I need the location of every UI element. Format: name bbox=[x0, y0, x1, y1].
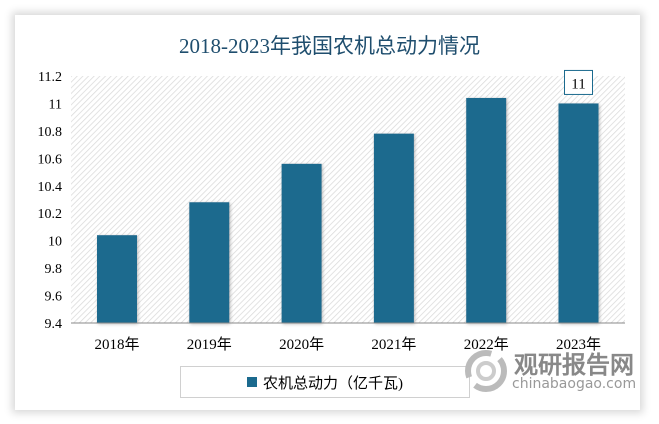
legend-label: 农机总动力（亿千瓦) bbox=[263, 375, 403, 392]
y-tick-label: 10.2 bbox=[38, 207, 63, 222]
y-tick-label: 9.8 bbox=[45, 262, 63, 277]
watermark-cn: 观研报告网 bbox=[514, 351, 634, 379]
y-tick-label: 10.4 bbox=[38, 180, 63, 195]
bar bbox=[466, 97, 507, 323]
x-tick-label: 2018年 bbox=[94, 336, 139, 353]
y-tick-label: 9.6 bbox=[45, 290, 63, 305]
bar bbox=[189, 202, 230, 323]
x-tick-label: 2021年 bbox=[371, 336, 416, 353]
watermark: 观研报告网 chinabaogao.com bbox=[462, 345, 642, 395]
watermark-logo-icon bbox=[465, 350, 507, 392]
bar bbox=[97, 235, 137, 323]
plot-area bbox=[71, 76, 625, 323]
data-label-box bbox=[564, 69, 593, 95]
y-tick-label: 10.8 bbox=[38, 125, 63, 140]
y-tick-label: 10.6 bbox=[38, 152, 63, 167]
x-tick-label: 2020年 bbox=[279, 336, 324, 353]
legend: 农机总动力（亿千瓦) bbox=[180, 366, 470, 398]
y-tick-label: 9.4 bbox=[45, 317, 63, 332]
bar bbox=[558, 103, 599, 323]
data-label: 11 bbox=[571, 76, 585, 92]
x-tick-label: 2019年 bbox=[187, 336, 232, 353]
y-tick-label: 11 bbox=[49, 97, 62, 112]
x-tick-label: 2022年 bbox=[464, 336, 509, 353]
legend-swatch bbox=[247, 377, 257, 387]
bar bbox=[281, 163, 322, 323]
x-tick-label: 2023年 bbox=[556, 336, 601, 353]
bar bbox=[373, 133, 414, 323]
chart-title: 2018-2023年我国农机总动力情况 bbox=[179, 34, 480, 58]
y-tick-label: 11.2 bbox=[38, 70, 62, 85]
watermark-en: chinabaogao.com bbox=[512, 376, 637, 392]
y-tick-label: 10 bbox=[48, 235, 62, 250]
